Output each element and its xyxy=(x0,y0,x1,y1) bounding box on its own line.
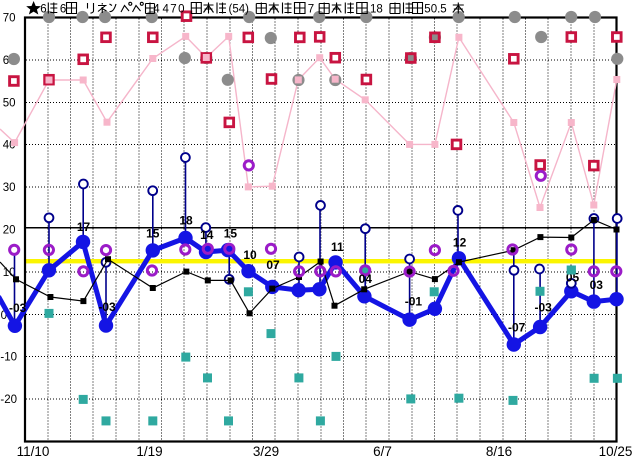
svg-text:15: 15 xyxy=(224,227,238,241)
svg-text:6: 6 xyxy=(40,4,46,16)
svg-text:8/16: 8/16 xyxy=(486,444,512,459)
svg-text:18: 18 xyxy=(179,214,193,228)
svg-text:30: 30 xyxy=(3,182,16,194)
svg-text:20: 20 xyxy=(3,225,16,237)
svg-text:70: 70 xyxy=(3,13,16,25)
svg-text:-03: -03 xyxy=(9,301,27,315)
svg-text:3/29: 3/29 xyxy=(253,444,279,459)
svg-text:-07: -07 xyxy=(508,320,526,334)
svg-text:10/25: 10/25 xyxy=(599,444,632,459)
svg-text:6: 6 xyxy=(60,4,66,16)
svg-text:07: 07 xyxy=(266,258,280,272)
svg-text:-20: -20 xyxy=(0,394,17,406)
svg-text:6/7: 6/7 xyxy=(373,444,392,459)
svg-text:15: 15 xyxy=(146,227,160,241)
svg-text:12: 12 xyxy=(453,235,467,249)
svg-text:11/10: 11/10 xyxy=(17,444,50,459)
svg-text:03: 03 xyxy=(590,278,604,292)
svg-text:470: 470 xyxy=(163,4,186,16)
svg-text:4: 4 xyxy=(153,4,160,16)
svg-text:1/19: 1/19 xyxy=(136,444,162,459)
svg-text:-10: -10 xyxy=(0,352,17,364)
svg-text:50: 50 xyxy=(3,97,16,109)
svg-text:50.5: 50.5 xyxy=(424,4,446,16)
svg-text:17: 17 xyxy=(77,220,91,234)
svg-text:-03: -03 xyxy=(535,300,553,314)
svg-text:14: 14 xyxy=(200,228,214,242)
svg-text:7: 7 xyxy=(308,4,314,16)
svg-text:10: 10 xyxy=(243,248,257,262)
svg-text:-03: -03 xyxy=(98,300,116,314)
svg-text:0: 0 xyxy=(1,310,7,322)
svg-text:04: 04 xyxy=(359,272,373,286)
svg-text:-01: -01 xyxy=(405,295,423,309)
svg-text:11: 11 xyxy=(331,240,344,254)
svg-text:(54): (54) xyxy=(229,4,250,16)
svg-text:18: 18 xyxy=(370,4,383,16)
